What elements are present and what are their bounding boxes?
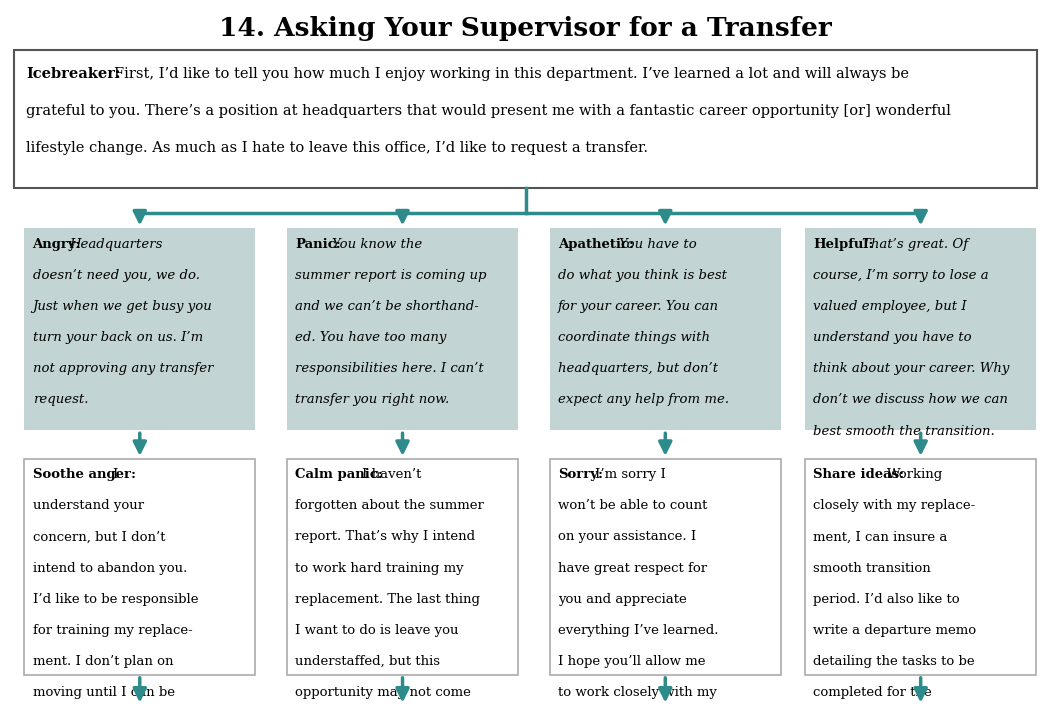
Text: transfer you right now.: transfer you right now. (295, 393, 450, 406)
Text: on your assistance. I: on your assistance. I (558, 530, 697, 543)
Text: forgotten about the summer: forgotten about the summer (295, 499, 485, 512)
Text: summer report is coming up: summer report is coming up (295, 269, 487, 281)
Text: ment. I don’t plan on: ment. I don’t plan on (33, 655, 173, 668)
Text: for training my replace-: for training my replace- (33, 624, 192, 637)
Text: I want to do is leave you: I want to do is leave you (295, 624, 459, 637)
Bar (805, 228, 1036, 430)
Text: turn your back on us. I’m: turn your back on us. I’m (33, 331, 203, 344)
Text: to work closely with my: to work closely with my (558, 686, 717, 699)
Bar (24, 228, 255, 430)
Text: doesn’t need you, we do.: doesn’t need you, we do. (33, 269, 200, 281)
Text: closely with my replace-: closely with my replace- (813, 499, 975, 512)
Text: Apathetic:: Apathetic: (558, 238, 634, 250)
Text: You know the: You know the (332, 238, 423, 250)
Bar (550, 228, 781, 430)
Text: not approving any transfer: not approving any transfer (33, 362, 213, 375)
Text: I’d like to be responsible: I’d like to be responsible (33, 593, 198, 605)
Text: smooth transition: smooth transition (813, 562, 931, 574)
Text: valued employee, but I: valued employee, but I (813, 300, 967, 313)
Text: everything I’ve learned.: everything I’ve learned. (558, 624, 719, 637)
Text: Panic:: Panic: (295, 238, 342, 250)
Text: understaffed, but this: understaffed, but this (295, 655, 440, 668)
Text: don’t we discuss how we can: don’t we discuss how we can (813, 393, 1008, 406)
Text: responsibilities here. I can’t: responsibilities here. I can’t (295, 362, 485, 375)
Text: coordinate things with: coordinate things with (558, 331, 710, 344)
Text: period. I’d also like to: period. I’d also like to (813, 593, 961, 605)
Text: Working: Working (887, 468, 943, 481)
Text: Angry:: Angry: (33, 238, 81, 250)
Text: expect any help from me.: expect any help from me. (558, 393, 729, 406)
Text: grateful to you. There’s a position at headquarters that would present me with a: grateful to you. There’s a position at h… (26, 104, 951, 118)
Text: 14. Asking Your Supervisor for a Transfer: 14. Asking Your Supervisor for a Transfe… (219, 16, 832, 41)
Text: ed. You have too many: ed. You have too many (295, 331, 447, 344)
Text: to work hard training my: to work hard training my (295, 562, 463, 574)
Bar (14, 50, 1037, 188)
Text: report. That’s why I intend: report. That’s why I intend (295, 530, 475, 543)
Text: That’s great. Of: That’s great. Of (862, 238, 968, 250)
Text: I hope you’ll allow me: I hope you’ll allow me (558, 655, 705, 668)
Text: for your career. You can: for your career. You can (558, 300, 719, 313)
Text: ment, I can insure a: ment, I can insure a (813, 530, 948, 543)
Text: You have to: You have to (619, 238, 697, 250)
Text: I haven’t: I haven’t (363, 468, 421, 481)
Text: replacement. The last thing: replacement. The last thing (295, 593, 480, 605)
Text: you and appreciate: you and appreciate (558, 593, 687, 605)
Text: do what you think is best: do what you think is best (558, 269, 727, 281)
Text: I’m sorry I: I’m sorry I (595, 468, 665, 481)
Text: concern, but I don’t: concern, but I don’t (33, 530, 165, 543)
Text: Just when we get busy you: Just when we get busy you (33, 300, 212, 313)
Text: Soothe anger:: Soothe anger: (33, 468, 136, 481)
Bar (287, 459, 518, 675)
Bar (24, 459, 255, 675)
Text: request.: request. (33, 393, 88, 406)
Text: moving until I can be: moving until I can be (33, 686, 174, 699)
Text: best smooth the transition.: best smooth the transition. (813, 425, 995, 437)
Text: write a departure memo: write a departure memo (813, 624, 976, 637)
Text: Share ideas:: Share ideas: (813, 468, 905, 481)
Text: detailing the tasks to be: detailing the tasks to be (813, 655, 975, 668)
Text: Sorry:: Sorry: (558, 468, 603, 481)
Text: understand your: understand your (33, 499, 144, 512)
Text: First, I’d like to tell you how much I enjoy working in this department. I’ve le: First, I’d like to tell you how much I e… (114, 67, 908, 82)
Text: Calm panic:: Calm panic: (295, 468, 384, 481)
Text: Headquarters: Headquarters (69, 238, 163, 250)
Text: Helpful:: Helpful: (813, 238, 873, 250)
Text: understand you have to: understand you have to (813, 331, 972, 344)
Bar (550, 459, 781, 675)
Text: intend to abandon you.: intend to abandon you. (33, 562, 187, 574)
Text: course, I’m sorry to lose a: course, I’m sorry to lose a (813, 269, 989, 281)
Text: and we can’t be shorthand-: and we can’t be shorthand- (295, 300, 479, 313)
Text: I: I (111, 468, 118, 481)
Text: won’t be able to count: won’t be able to count (558, 499, 707, 512)
Text: headquarters, but don’t: headquarters, but don’t (558, 362, 718, 375)
Text: have great respect for: have great respect for (558, 562, 707, 574)
Text: Icebreaker:: Icebreaker: (26, 67, 121, 82)
Bar (287, 228, 518, 430)
Text: think about your career. Why: think about your career. Why (813, 362, 1010, 375)
Bar (805, 459, 1036, 675)
Text: lifestyle change. As much as I hate to leave this office, I’d like to request a : lifestyle change. As much as I hate to l… (26, 141, 648, 155)
Text: opportunity may not come: opportunity may not come (295, 686, 471, 699)
Text: completed for the: completed for the (813, 686, 932, 699)
